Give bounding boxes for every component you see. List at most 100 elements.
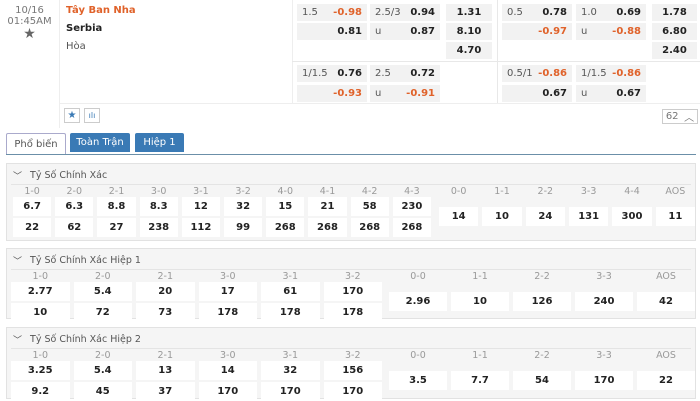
score-odds-cell[interactable]: 73: [136, 303, 195, 322]
score-odds-cell[interactable]: 37: [136, 382, 195, 401]
odds-cell[interactable]: 0.5/1 -0.86: [502, 65, 572, 82]
score-odds-cell[interactable]: 230: [392, 197, 431, 216]
score-odds-cell[interactable]: 170: [198, 382, 257, 401]
score-odds-cell[interactable]: 15: [266, 197, 305, 216]
score-odds-cell[interactable]: 3.5: [389, 371, 447, 390]
odds-cell[interactable]: u 0.87: [370, 23, 440, 40]
score-odds-cell[interactable]: 22: [13, 218, 52, 237]
tab-toan-tran[interactable]: Toàn Trận: [70, 133, 130, 152]
score-odds-cell[interactable]: 45: [73, 382, 132, 401]
odds-cell[interactable]: 1.31: [446, 4, 492, 21]
odds-line: 1.0: [581, 7, 597, 18]
chevron-down-icon[interactable]: ﹀: [13, 335, 23, 346]
score-odds-cell[interactable]: 58: [350, 197, 389, 216]
tab-hiep-1[interactable]: Hiệp 1: [135, 133, 184, 152]
score-odds-cell[interactable]: 178: [198, 303, 257, 322]
score-odds-cell[interactable]: 156: [323, 361, 382, 380]
score-odds-cell[interactable]: 238: [139, 218, 178, 237]
score-odds-cell[interactable]: 131: [569, 207, 609, 226]
odds-cell[interactable]: 0.67: [502, 85, 572, 102]
stats-button[interactable]: ılı: [84, 108, 100, 123]
score-odds-cell[interactable]: 6.3: [55, 197, 94, 216]
section-header[interactable]: ﹀ Tỷ Số Chính Xác: [13, 166, 107, 184]
score-odds-cell[interactable]: 268: [308, 218, 347, 237]
score-odds-cell[interactable]: 32: [224, 197, 263, 216]
score-odds-cell[interactable]: 61: [261, 282, 320, 301]
score-odds-cell[interactable]: 72: [73, 303, 132, 322]
score-odds-cell[interactable]: 22: [637, 371, 695, 390]
score-odds-cell[interactable]: 9.2: [11, 382, 70, 401]
odds-cell[interactable]: u 0.67: [576, 85, 646, 102]
score-odds-cell[interactable]: 7.7: [451, 371, 509, 390]
score-odds-cell[interactable]: 32: [261, 361, 320, 380]
odds-cell[interactable]: 4.70: [446, 42, 492, 59]
score-odds-cell[interactable]: 10: [482, 207, 522, 226]
score-odds-cell[interactable]: 170: [575, 371, 633, 390]
score-odds-cell[interactable]: 268: [350, 218, 389, 237]
odds-cell[interactable]: u -0.88: [576, 23, 646, 40]
score-odds-cell[interactable]: 20: [136, 282, 195, 301]
tab-pho-bien[interactable]: Phổ biến: [6, 133, 66, 155]
odds-cell[interactable]: 8.10: [446, 23, 492, 40]
score-odds-cell[interactable]: 99: [224, 218, 263, 237]
chevron-down-icon[interactable]: ﹀: [13, 171, 23, 182]
odds-cell[interactable]: 2.40: [652, 42, 697, 59]
odds-cell[interactable]: u -0.91: [370, 85, 440, 102]
score-odds-cell[interactable]: 12: [181, 197, 220, 216]
score-odds-cell[interactable]: 300: [612, 207, 652, 226]
score-odds-cell[interactable]: 14: [198, 361, 257, 380]
odds-cell[interactable]: 1.0 0.69: [576, 4, 646, 21]
score-odds-cell[interactable]: 126: [513, 292, 571, 311]
score-odds-cell[interactable]: 27: [97, 218, 136, 237]
odds-line: u: [375, 26, 382, 37]
score-odds-cell[interactable]: 17: [198, 282, 257, 301]
score-odds-cell[interactable]: 21: [308, 197, 347, 216]
score-odds-cell[interactable]: 54: [513, 371, 571, 390]
score-odds-cell[interactable]: 13: [136, 361, 195, 380]
score-odds-cell[interactable]: 8.3: [139, 197, 178, 216]
score-odds-cell[interactable]: 3.25: [11, 361, 70, 380]
score-odds-cell[interactable]: 240: [575, 292, 633, 311]
score-odds-cell[interactable]: 268: [266, 218, 305, 237]
score-odds-cell[interactable]: 268: [392, 218, 431, 237]
odds-cell[interactable]: 1.78: [652, 4, 697, 21]
score-odds-cell[interactable]: 178: [261, 303, 320, 322]
score-odds-cell[interactable]: 2.96: [389, 292, 447, 311]
score-odds-cell[interactable]: 2.77: [11, 282, 70, 301]
score-odds-cell[interactable]: 14: [439, 207, 479, 226]
odds-cell[interactable]: 2.5/3 0.94: [370, 4, 440, 21]
score-odds-cell[interactable]: 5.4: [73, 361, 132, 380]
score-odds-cell[interactable]: 178: [323, 303, 382, 322]
score-odds-cell[interactable]: 10: [11, 303, 70, 322]
odds-cell[interactable]: 0.5 0.78: [502, 4, 572, 21]
odds-cell[interactable]: -0.97: [502, 23, 572, 40]
odds-cell[interactable]: 0.81: [297, 23, 367, 40]
odds-cell[interactable]: 2.5 0.72: [370, 65, 440, 82]
score-odds-cell[interactable]: 170: [261, 382, 320, 401]
score-odds-cell[interactable]: 5.4: [73, 282, 132, 301]
odds-cell[interactable]: 1.5 -0.98: [297, 4, 367, 21]
score-odds-cell[interactable]: 42: [637, 292, 695, 311]
section-header[interactable]: ﹀ Tỷ Số Chính Xác Hiệp 2: [13, 330, 141, 348]
score-odds-cell[interactable]: 24: [525, 207, 565, 226]
odds-value: -0.98: [333, 7, 362, 18]
odds-cell[interactable]: 1/1.5 0.76: [297, 65, 367, 82]
score-odds-cell[interactable]: 62: [55, 218, 94, 237]
more-markets-button[interactable]: 62 ︿: [662, 109, 698, 124]
odds-value: 0.76: [337, 68, 362, 79]
odds-cell[interactable]: 1/1.5 -0.86: [576, 65, 646, 82]
favorite-star-icon[interactable]: ★: [23, 26, 36, 42]
favorite-button[interactable]: ★: [64, 108, 80, 123]
score-odds-cell[interactable]: 6.7: [13, 197, 52, 216]
score-odds-cell[interactable]: 170: [323, 282, 382, 301]
score-odds-cell[interactable]: 112: [181, 218, 220, 237]
chevron-down-icon[interactable]: ﹀: [13, 256, 23, 267]
score-odds-cell[interactable]: 11: [655, 207, 695, 226]
odds-cell[interactable]: -0.93: [297, 85, 367, 102]
score-odds-cell[interactable]: 170: [323, 382, 382, 401]
home-team[interactable]: Tây Ban Nha: [66, 5, 136, 16]
score-odds-cell[interactable]: 8.8: [97, 197, 136, 216]
odds-cell[interactable]: 6.80: [652, 23, 697, 40]
section-header[interactable]: ﹀ Tỷ Số Chính Xác Hiệp 1: [13, 251, 141, 269]
score-odds-cell[interactable]: 10: [451, 292, 509, 311]
